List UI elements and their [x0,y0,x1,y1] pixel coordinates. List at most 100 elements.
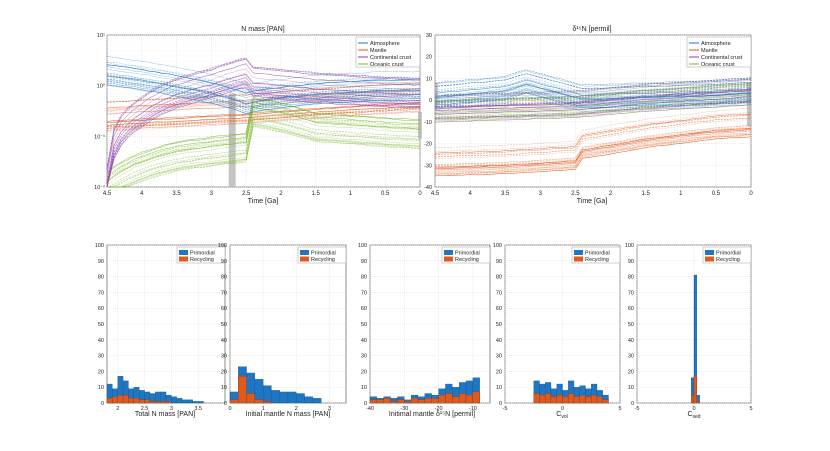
series-line [106,110,421,132]
legend-label: Mantle [370,48,387,54]
series-line [434,90,751,106]
series-line [434,119,752,159]
y-tick-label: 10 [426,76,432,82]
y-tick-label: -40 [424,185,432,191]
y-tick-label: 0 [364,401,367,407]
bar-primordial [181,399,188,404]
bar-recycling [602,399,609,404]
series-line [107,118,421,188]
histogram-panel: 0 10 20 30 40 50 60 70 80 90 100 0 1 2 3 PrimordialRecy… [218,243,347,412]
y-tick-label: 90 [361,259,367,265]
series-line [106,107,421,183]
series-line [106,81,420,188]
series-line [434,79,752,97]
bar-primordial [279,391,289,404]
series-line [434,133,752,174]
legend-box [297,246,347,264]
series-line [106,82,421,188]
series-line [106,62,421,92]
legend-label: Primordial [311,251,336,257]
x-tick-label: 0 [692,406,695,412]
x-tick-label: 4.5 [103,191,112,197]
x-tick-label: 1 [679,191,683,197]
y-tick-label: 90 [221,259,227,265]
series-line [434,91,752,107]
series-line [106,97,421,174]
series-line [434,73,752,89]
series-line [434,124,752,165]
series-line [106,56,421,85]
series-line [434,95,752,113]
series-line [434,69,752,85]
bar-primordial [198,401,204,404]
bar-recycling [445,393,453,404]
x-tick-label: 4.5 [431,191,440,197]
y-tick-label: 60 [221,306,227,312]
bar-recycling [165,401,172,404]
bar-recycling [585,396,592,404]
series-line [434,127,752,168]
series-line [106,64,421,94]
bar-recycling [533,393,540,404]
series-line [106,62,421,91]
series-line [434,113,752,154]
y-tick-label: 30 [221,354,227,360]
series-line [435,82,752,101]
series-line [106,68,421,180]
x-tick-label: 2 [116,406,119,412]
legend-box [686,36,752,68]
y-tick-label: 100 [493,243,502,249]
series-line [434,89,752,106]
series-line [106,105,421,126]
x-tick-label: 0.5 [712,191,721,197]
y-tick-label: 30 [361,354,367,360]
series-line [106,77,421,188]
series-line [434,77,752,96]
y-tick-label: 50 [628,322,634,328]
y-tick-label: 0 [429,98,432,104]
series-line [434,132,752,173]
series-line [106,108,421,129]
series-line [434,88,752,105]
y-tick-label: 90 [98,259,104,265]
x-tick-label: 2 [295,406,298,412]
series-line [106,59,421,170]
series-line [434,76,752,93]
y-tick-label: 80 [628,275,634,281]
bar-primordial [312,398,322,404]
series-line [106,57,421,168]
x-tick-label: 3.5 [194,406,202,412]
y-tick-label: 100 [358,243,367,249]
x-axis-label-subscript: sed [693,414,701,420]
series-line [107,125,421,188]
series-line [106,86,421,188]
bar-recycling [410,398,419,404]
y-tick-label: 20 [361,369,367,375]
uncertainty-band [747,82,751,127]
y-tick-label: 80 [361,275,367,281]
bar-recycling [550,396,557,404]
series-line [107,118,421,188]
series-line [106,116,421,188]
series-line [106,74,421,185]
series-line [107,125,421,188]
bar-primordial [304,396,314,404]
series-line [434,79,752,96]
y-tick-label: 40 [361,338,367,344]
y-tick-label: 50 [221,322,227,328]
y-tick-label: 90 [496,259,502,265]
legend-swatch [705,250,714,255]
y-tick-label: 70 [221,290,227,296]
bar-recycling [591,394,598,404]
bar-recycling [568,393,575,404]
series-line [434,82,752,102]
bar-recycling [458,393,467,404]
bar-recycling [417,399,426,404]
x-tick-label: 3.5 [501,191,510,197]
x-tick-label: 2.5 [571,191,580,197]
series-line [434,80,752,99]
series-line [434,136,752,177]
legend-swatch [574,256,583,262]
series-line [434,129,752,170]
bar-primordial [171,396,177,404]
